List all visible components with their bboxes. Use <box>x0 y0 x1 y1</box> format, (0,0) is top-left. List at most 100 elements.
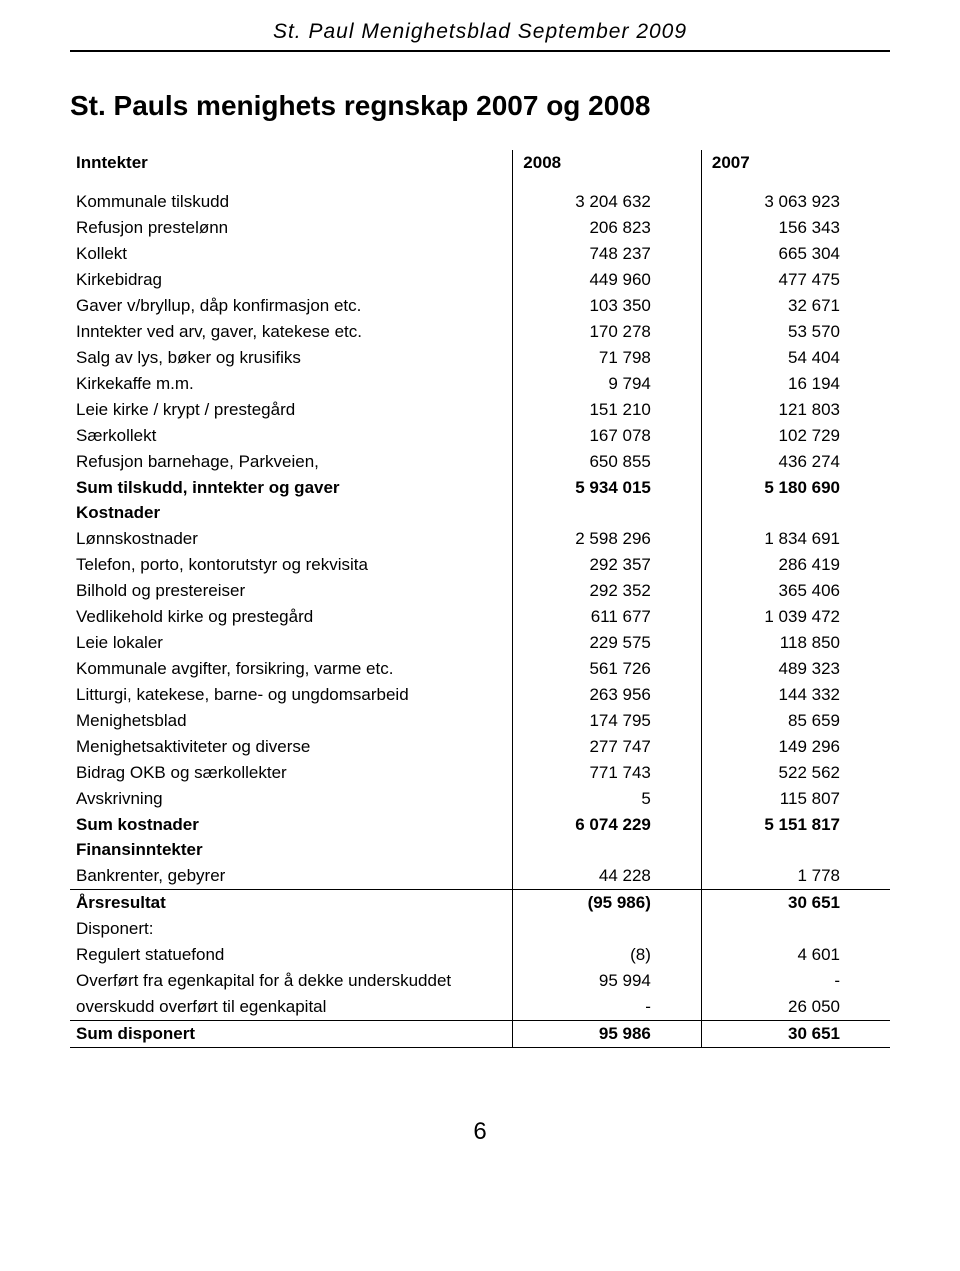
row-val: 292 357 <box>513 552 702 578</box>
table-row: Bidrag OKB og særkollekter771 743522 562 <box>70 760 890 786</box>
row-val: 665 304 <box>701 241 890 267</box>
row-label: Kollekt <box>70 241 513 267</box>
row-label: Menighetsaktiviteter og diverse <box>70 734 513 760</box>
row-val: 5 <box>513 786 702 812</box>
row-val: 522 562 <box>701 760 890 786</box>
row-label: Bankrenter, gebyrer <box>70 863 513 890</box>
header-year1: 2008 <box>513 150 702 189</box>
row-val: 5 151 817 <box>701 812 890 838</box>
row-label: Særkollekt <box>70 423 513 449</box>
table-row: Kommunale avgifter, forsikring, varme et… <box>70 656 890 682</box>
section-label: Finansinntekter <box>70 838 513 863</box>
section-label: Kostnader <box>70 501 513 526</box>
row-val: (95 986) <box>513 890 702 917</box>
row-label: Leie kirke / krypt / prestegård <box>70 397 513 423</box>
row-val: 292 352 <box>513 578 702 604</box>
row-val: 118 850 <box>701 630 890 656</box>
row-val: 44 228 <box>513 863 702 890</box>
row-val: 144 332 <box>701 682 890 708</box>
row-val: - <box>701 968 890 994</box>
row-val: 229 575 <box>513 630 702 656</box>
row-label: Kommunale tilskudd <box>70 189 513 215</box>
table-row: Kirkekaffe m.m.9 79416 194 <box>70 371 890 397</box>
row-val: 26 050 <box>701 994 890 1021</box>
row-val: 3 204 632 <box>513 189 702 215</box>
row-label: overskudd overført til egenkapital <box>70 994 513 1021</box>
table-row: Inntekter ved arv, gaver, katekese etc.1… <box>70 319 890 345</box>
row-val: 32 671 <box>701 293 890 319</box>
row-label: Menighetsblad <box>70 708 513 734</box>
row-val: (8) <box>513 942 702 968</box>
row-val: 277 747 <box>513 734 702 760</box>
page-header: St. Paul Menighetsblad September 2009 <box>70 20 890 52</box>
row-label: Sum kostnader <box>70 812 513 838</box>
table-header-row: Inntekter 2008 2007 <box>70 150 890 189</box>
row-val: 170 278 <box>513 319 702 345</box>
table-row: overskudd overført til egenkapital-26 05… <box>70 994 890 1021</box>
row-label: Bidrag OKB og særkollekter <box>70 760 513 786</box>
row-val: - <box>513 994 702 1021</box>
table-row: Litturgi, katekese, barne- og ungdomsarb… <box>70 682 890 708</box>
table-row: Sum tilskudd, inntekter og gaver5 934 01… <box>70 475 890 501</box>
page-title: St. Pauls menighets regnskap 2007 og 200… <box>70 90 890 122</box>
section-kostnader: Kostnader <box>70 501 890 526</box>
table-row: Særkollekt167 078102 729 <box>70 423 890 449</box>
row-val: 102 729 <box>701 423 890 449</box>
row-val: 95 994 <box>513 968 702 994</box>
page-number: 6 <box>70 1118 890 1146</box>
table-row: Gaver v/bryllup, dåp konfirmasjon etc.10… <box>70 293 890 319</box>
header-inntekter: Inntekter <box>70 150 513 189</box>
row-val: 71 798 <box>513 345 702 371</box>
table-row: Menighetsaktiviteter og diverse277 74714… <box>70 734 890 760</box>
row-val: 156 343 <box>701 215 890 241</box>
table-row: Bankrenter, gebyrer44 2281 778 <box>70 863 890 890</box>
table-row: Sum disponert95 98630 651 <box>70 1021 890 1048</box>
row-label: Avskrivning <box>70 786 513 812</box>
row-val: 5 934 015 <box>513 475 702 501</box>
table-row: Leie kirke / krypt / prestegård151 21012… <box>70 397 890 423</box>
row-val: 9 794 <box>513 371 702 397</box>
row-label: Leie lokaler <box>70 630 513 656</box>
row-val: 286 419 <box>701 552 890 578</box>
row-val: 5 180 690 <box>701 475 890 501</box>
table-row: Leie lokaler229 575118 850 <box>70 630 890 656</box>
row-val: 85 659 <box>701 708 890 734</box>
row-val: 30 651 <box>701 890 890 917</box>
row-val: 436 274 <box>701 449 890 475</box>
row-val: 611 677 <box>513 604 702 630</box>
row-val: 561 726 <box>513 656 702 682</box>
row-val: 3 063 923 <box>701 189 890 215</box>
row-val: 103 350 <box>513 293 702 319</box>
row-val: 1 834 691 <box>701 526 890 552</box>
row-label: Kommunale avgifter, forsikring, varme et… <box>70 656 513 682</box>
row-label: Kirkebidrag <box>70 267 513 293</box>
row-val: 263 956 <box>513 682 702 708</box>
row-label: Lønnskostnader <box>70 526 513 552</box>
row-val: 121 803 <box>701 397 890 423</box>
section-label: Disponert: <box>70 916 513 942</box>
row-label: Sum tilskudd, inntekter og gaver <box>70 475 513 501</box>
row-val: 2 598 296 <box>513 526 702 552</box>
row-label: Litturgi, katekese, barne- og ungdomsarb… <box>70 682 513 708</box>
table-row: Lønnskostnader2 598 2961 834 691 <box>70 526 890 552</box>
row-val: 365 406 <box>701 578 890 604</box>
row-val: 30 651 <box>701 1021 890 1048</box>
row-val: 151 210 <box>513 397 702 423</box>
row-label: Kirkekaffe m.m. <box>70 371 513 397</box>
row-label: Refusjon barnehage, Parkveien, <box>70 449 513 475</box>
table-row: Regulert statuefond(8)4 601 <box>70 942 890 968</box>
table-row: Telefon, porto, kontorutstyr og rekvisit… <box>70 552 890 578</box>
table-row: Refusjon barnehage, Parkveien,650 855436… <box>70 449 890 475</box>
row-val: 477 475 <box>701 267 890 293</box>
row-label: Gaver v/bryllup, dåp konfirmasjon etc. <box>70 293 513 319</box>
row-label: Overført fra egenkapital for å dekke und… <box>70 968 513 994</box>
row-label: Vedlikehold kirke og prestegård <box>70 604 513 630</box>
row-val: 16 194 <box>701 371 890 397</box>
row-label: Sum disponert <box>70 1021 513 1048</box>
table-row: Kollekt748 237665 304 <box>70 241 890 267</box>
table-row: Bilhold og prestereiser292 352365 406 <box>70 578 890 604</box>
table-row: Årsresultat(95 986)30 651 <box>70 890 890 917</box>
row-label: Bilhold og prestereiser <box>70 578 513 604</box>
financial-table: Inntekter 2008 2007 Kommunale tilskudd3 … <box>70 150 890 1048</box>
row-val: 650 855 <box>513 449 702 475</box>
